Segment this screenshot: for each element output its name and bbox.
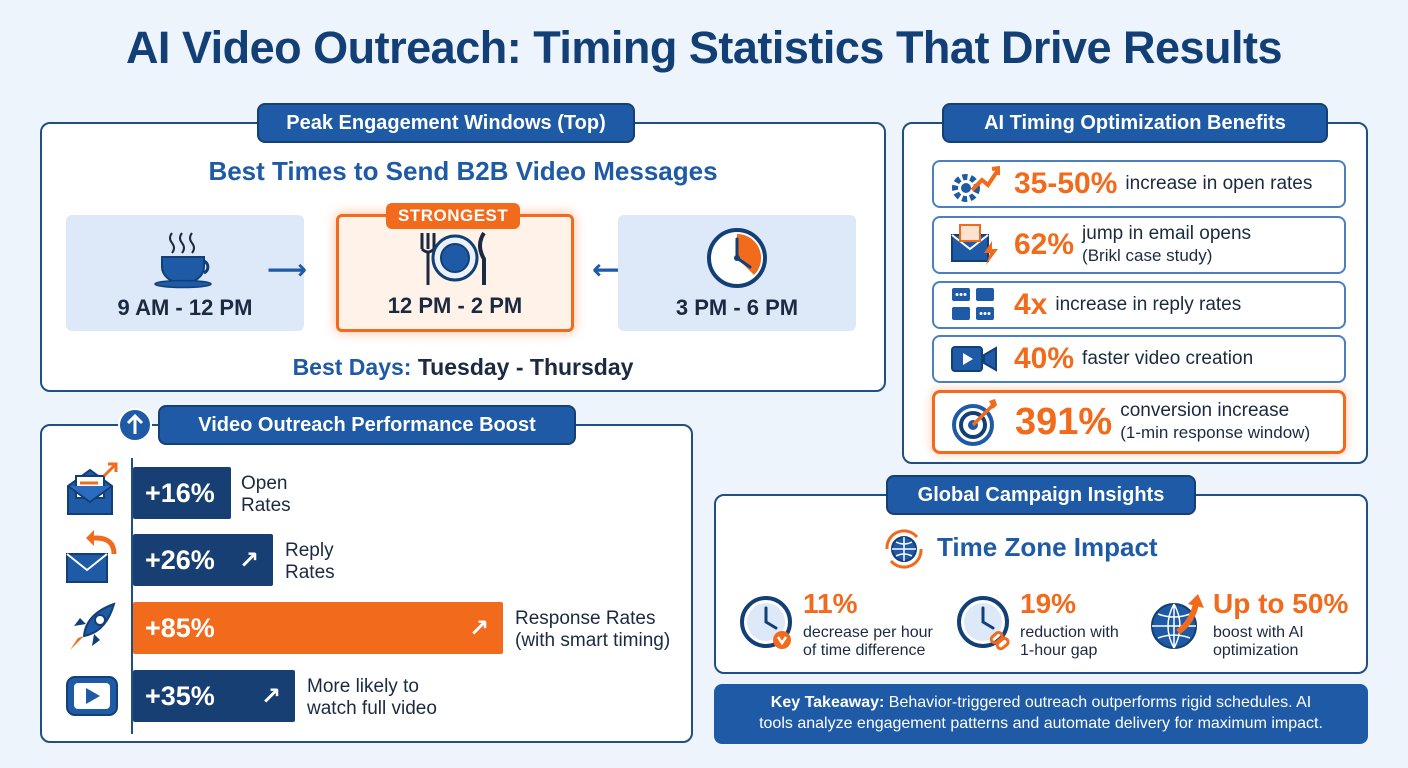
benefit-text: increase in reply rates [1055,294,1242,316]
trend-up-icon: ↗ [468,614,489,642]
boost-value: +85% [145,612,215,643]
trend-up-icon: ↗ [238,546,259,574]
boost-bar-open: +16% [133,467,231,519]
benefit-text: faster video creation [1082,348,1254,370]
benefit-value: 62% [1014,228,1075,261]
boost-label-line: Reply [285,540,334,561]
open-envelope-icon [67,462,118,515]
boost-label-line: watch full video [307,697,437,719]
globe-sync-icon [885,529,923,569]
plate-cutlery-icon [420,231,486,285]
takeaway-line-2: tools analyze engagement patterns and au… [759,715,1323,732]
benefit-item: 62% jump in email opens (Brikl case stud… [932,216,1346,274]
benefit-item: 40% faster video creation [932,335,1346,383]
play-button-icon [66,676,118,716]
best-days-value: Tuesday - Thursday [417,354,634,380]
takeaway-label: Key Takeaway: [770,694,885,712]
target-icon [952,399,997,446]
boost-label-line: Open [241,473,288,494]
time-slot-midday: 12 PM - 2 PM [336,214,574,332]
boost-axis-line [131,458,133,734]
stat-value: Up to 50% [1213,588,1349,619]
chat-bubbles-icon [952,288,994,320]
time-slot-afternoon: 3 PM - 6 PM [618,215,856,331]
boost-label-line: Response Rates [515,608,656,629]
trend-up-icon: ↗ [260,682,281,710]
clock-icon [707,228,767,288]
page-title: AI Video Outreach: Timing Statistics Tha… [125,22,1283,73]
stat-value: 19% [1020,588,1077,619]
stat-line: 1-hour gap [1020,642,1098,660]
stat-text: boost with AI optimization [1213,624,1304,661]
global-header: Global Campaign Insights [886,475,1196,515]
peak-engagement-header: Peak Engagement Windows (Top) [257,103,635,143]
time-zone-title: Time Zone Impact [937,532,1158,562]
boost-header: Video Outreach Performance Boost [158,405,576,445]
coffee-cup-icon [154,232,212,289]
benefit-text: increase in open rates [1125,173,1313,195]
benefit-item-highlight: 391% conversion increase (1-min response… [932,390,1346,454]
takeaway-line-1: Key Takeaway: Behavior-triggered outreac… [771,693,1311,714]
takeaway-text: Behavior-triggered outreach outperforms … [888,694,1312,712]
rocket-icon [70,602,116,650]
benefit-text: conversion increase [1120,400,1290,422]
global-panel [714,494,1368,674]
boost-bar-response: +85% ↗ [133,602,503,654]
boost-bar-reply: +26% ↗ [133,534,273,586]
boost-label: More likely to watch full video [307,676,437,720]
time-slot-label: 3 PM - 6 PM [675,295,799,320]
benefit-item: 4x increase in reply rates [932,281,1346,329]
clock-down-icon [740,596,792,649]
benefit-text-group: conversion increase (1-min response wind… [1120,400,1310,444]
benefit-item: 35-50% increase in open rates [932,160,1346,208]
clock-link-icon [957,596,1010,651]
arrow-up-circle-icon [118,408,152,442]
stat-line: of time difference [803,642,926,660]
boost-value: +26% [145,544,215,575]
stat-line: optimization [1213,642,1299,660]
email-flash-icon [951,224,998,265]
stat-value: 11% [803,588,858,619]
benefit-subtext: (Brikl case study) [1082,246,1213,265]
boost-label-line: Rates [241,494,291,516]
benefit-value: 40% [1014,342,1075,375]
time-slot-label: 9 AM - 12 PM [117,295,253,320]
boost-label: Reply Rates [285,540,335,584]
benefit-text: jump in email opens [1082,223,1252,245]
globe-growth-icon [1151,594,1204,649]
boost-bar-watch: +35% ↗ [133,670,295,722]
boost-label: Open Rates [241,473,291,517]
benefit-value: 391% [1015,400,1113,443]
boost-label-line: (with smart timing) [515,629,671,651]
peak-subtitle: Best Times to Send B2B Video Messages [208,156,718,186]
stat-line: boost with AI [1213,624,1304,641]
best-days-label: Best Days: [292,354,412,380]
stat-line: decrease per hour [803,624,933,641]
boost-label: Response Rates (with smart timing) [515,608,670,652]
boost-value: +35% [145,680,215,711]
boost-value: +16% [145,477,215,508]
best-days: Best Days: Tuesday - Thursday [40,354,886,381]
benefit-text-group: jump in email opens (Brikl case study) [1082,223,1251,267]
time-slot-label: 12 PM - 2 PM [387,293,523,318]
benefit-value: 35-50% [1014,167,1118,200]
benefit-subtext: (1-min response window) [1120,423,1311,442]
time-slot-morning: 9 AM - 12 PM [66,215,304,331]
gear-growth-icon [952,165,1000,202]
stat-line: reduction with [1020,624,1119,641]
video-camera-icon [951,346,997,372]
boost-label-line: More likely to [307,676,419,697]
stat-text: decrease per hour of time difference [803,624,933,661]
strongest-badge: STRONGEST [386,203,521,229]
stat-text: reduction with 1-hour gap [1020,624,1119,661]
boost-label-line: Rates [285,561,335,583]
arrow-right-icon: ⟶ [267,254,308,285]
benefits-header: AI Timing Optimization Benefits [942,103,1328,143]
key-takeaway-box: Key Takeaway: Behavior-triggered outreac… [714,684,1368,744]
benefit-value: 4x [1014,288,1048,321]
reply-envelope-icon [66,530,117,583]
